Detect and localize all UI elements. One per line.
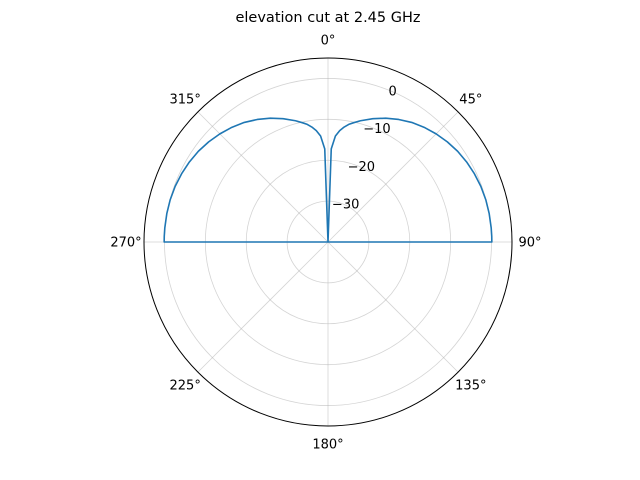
series-line-0 <box>163 117 493 243</box>
polar-frame <box>143 57 513 427</box>
theta-tick-label: 135° <box>455 378 486 393</box>
chart-title: elevation cut at 2.45 GHz <box>235 10 420 26</box>
theta-tick-label: 0° <box>321 34 336 49</box>
series-group <box>163 117 493 243</box>
theta-tick-label: 90° <box>518 236 541 251</box>
theta-gridline-7 <box>197 111 329 243</box>
r-tick-label: 0 <box>388 84 396 99</box>
theta-gridline-3 <box>327 241 459 373</box>
theta-tick-labels: 0° 45° 90° 135° 180° 225° 270° 315° <box>110 34 541 453</box>
theta-tick-label: 225° <box>170 378 201 393</box>
theta-tick-label: 315° <box>170 93 201 108</box>
theta-tick-label: 45° <box>459 93 482 108</box>
theta-tick-label: 270° <box>110 236 141 251</box>
r-tick-label: −10 <box>363 122 390 137</box>
theta-gridline-1 <box>327 111 459 243</box>
r-tick-label: −20 <box>348 160 375 175</box>
r-tick-label: −30 <box>332 198 359 213</box>
theta-tick-label: 180° <box>312 438 343 453</box>
radial-tick-labels: 0 −10 −20 −30 <box>332 84 397 212</box>
theta-gridline-5 <box>197 241 329 373</box>
